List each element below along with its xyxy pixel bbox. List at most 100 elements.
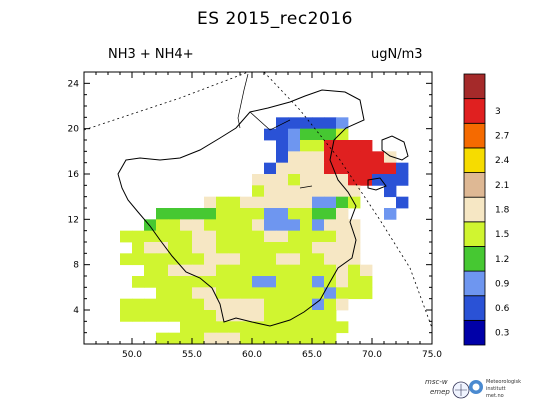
grid-cell	[336, 162, 349, 175]
grid-cell	[240, 253, 253, 266]
grid-cell	[276, 151, 289, 164]
grid-cell	[252, 310, 265, 322]
grid-cell	[180, 332, 193, 345]
grid-cell	[324, 332, 337, 345]
grid-cell	[300, 151, 313, 164]
grid-cell	[264, 185, 277, 198]
grid-cell	[144, 264, 157, 277]
grid-cell	[264, 310, 277, 322]
grid-cell	[288, 321, 301, 334]
grid-cell	[144, 298, 157, 311]
grid-cell	[276, 310, 289, 322]
grid-cell	[336, 185, 349, 198]
grid-cell	[204, 310, 217, 322]
grid-cell	[324, 162, 337, 175]
grid-cell	[276, 242, 289, 254]
grid-cell	[348, 230, 361, 243]
grid-cell	[228, 287, 241, 300]
y-tick-label: 16	[68, 170, 80, 180]
grid-cell	[180, 253, 193, 266]
grid-cell	[204, 219, 217, 232]
y-tick-label: 8	[73, 261, 79, 271]
grid-cell	[336, 174, 349, 186]
grid-cell	[132, 276, 145, 288]
grid-cell	[132, 310, 145, 322]
grid-cell	[288, 242, 301, 254]
grid-cell	[216, 287, 229, 300]
axis-ticks	[84, 72, 433, 344]
grid-cell	[384, 162, 397, 175]
grid-cell	[204, 276, 217, 288]
grid-cell	[156, 230, 169, 243]
grid-cell	[204, 287, 217, 300]
grid-cell	[324, 310, 337, 322]
colorbar-swatch	[463, 98, 486, 124]
grid-cell	[252, 242, 265, 254]
grid-cell	[372, 162, 385, 175]
grid-cell	[216, 196, 229, 209]
colorbar-label: 2.7	[495, 132, 509, 142]
grid-cell	[204, 196, 217, 209]
grid-cell	[156, 332, 169, 345]
grid-cell	[168, 287, 181, 300]
grid-cell	[264, 253, 277, 266]
grid-cell	[324, 321, 337, 334]
grid-cell	[324, 264, 337, 277]
grid-cell	[252, 264, 265, 277]
unit-label: ugN/m3	[371, 47, 423, 62]
grid-cell	[228, 219, 241, 232]
colorbar-swatch	[463, 295, 486, 321]
grid-cell	[300, 196, 313, 209]
grid-cell	[204, 242, 217, 254]
grid-cell	[348, 185, 361, 198]
grid-cell	[264, 287, 277, 300]
grid-cell	[168, 208, 181, 220]
grid-cell	[312, 298, 325, 311]
grid-cell	[132, 242, 145, 254]
grid-cell	[192, 298, 205, 311]
axis-tick-labels: 50.0 55.0 60.0 65.0 70.0 75.0 4 8 12 16 20 24	[68, 79, 443, 360]
colorbar-swatch	[463, 122, 486, 149]
grid-cell	[156, 219, 169, 232]
grid-cell	[240, 332, 253, 345]
grid-cell	[288, 174, 301, 186]
grid-cell	[276, 128, 289, 141]
grid-cell	[180, 276, 193, 288]
domain-boundary	[83, 71, 433, 329]
grid-cell	[300, 117, 313, 130]
grid-cell	[300, 321, 313, 334]
grid-cell	[324, 117, 337, 130]
grid-cell	[120, 230, 133, 243]
colorbar: 0.3 0.6 0.9 1.2 1.5 1.8 2.1 2.4 2.7 3	[463, 73, 510, 346]
grid-cell	[168, 219, 181, 232]
grid-cell	[204, 321, 217, 334]
grid-cell	[192, 264, 205, 277]
grid-cell	[300, 287, 313, 300]
grid-cell	[288, 253, 301, 266]
grid-cell	[288, 287, 301, 300]
grid-cell	[216, 219, 229, 232]
grid-cell	[228, 242, 241, 254]
grid-cell	[288, 276, 301, 288]
grid-cell	[312, 230, 325, 243]
grid-cell	[240, 242, 253, 254]
grid-cell	[276, 230, 289, 243]
grid-cell	[324, 287, 337, 300]
grid-cell	[180, 230, 193, 243]
grid-cell	[120, 310, 133, 322]
grid-cell	[204, 208, 217, 220]
grid-cell	[144, 253, 157, 266]
grid-cell	[264, 242, 277, 254]
grid-cell	[312, 208, 325, 220]
grid-cell	[228, 264, 241, 277]
grid-cell	[336, 219, 349, 232]
grid-cell	[312, 276, 325, 288]
grid-cell	[252, 219, 265, 232]
grid-cell	[276, 276, 289, 288]
grid-cell	[192, 310, 205, 322]
grid-cell	[252, 208, 265, 220]
grid-cell	[312, 219, 325, 232]
grid-cell	[312, 253, 325, 266]
grid-cell	[276, 332, 289, 345]
